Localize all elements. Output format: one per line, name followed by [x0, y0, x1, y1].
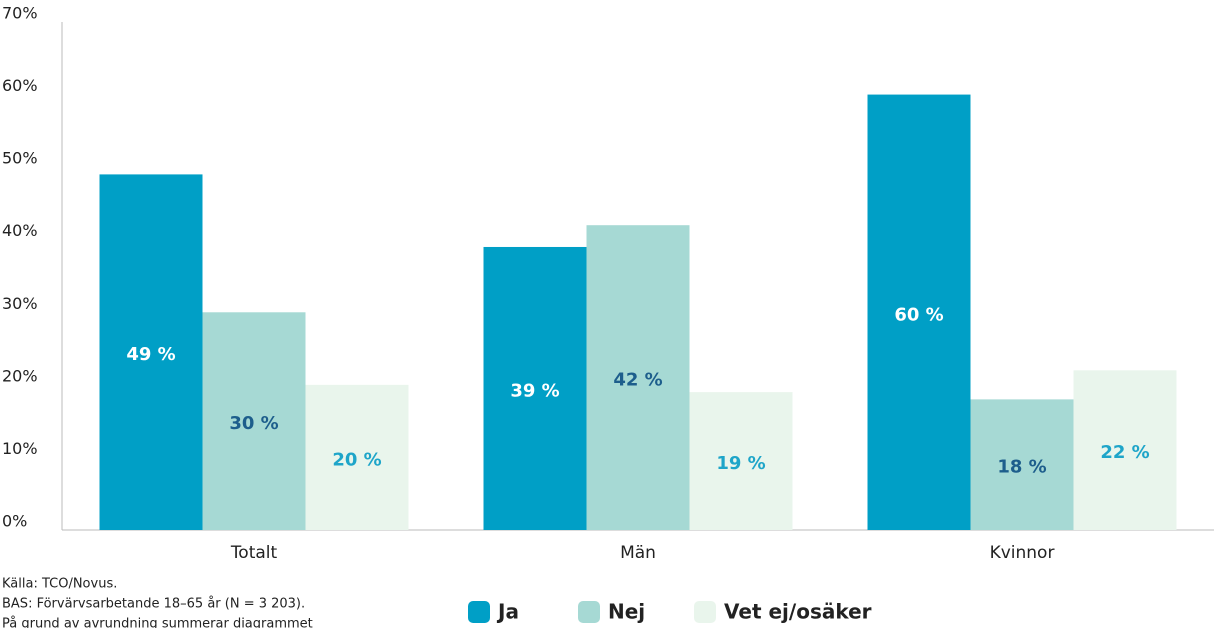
bar — [202, 312, 306, 530]
value-label: 39 % — [510, 380, 559, 401]
value-label: 20 % — [332, 449, 381, 470]
value-label: 30 % — [229, 413, 278, 434]
value-label: 60 % — [894, 304, 943, 325]
y-tick-label: 70% — [2, 4, 38, 23]
legend-label: Vet ej/osäker — [724, 600, 872, 624]
value-label: 42 % — [613, 370, 662, 391]
value-label: 22 % — [1100, 442, 1149, 463]
footnote: BAS: Förvärvsarbetande 18–65 år (N = 3 2… — [2, 597, 305, 612]
bar — [867, 94, 971, 531]
y-tick-label: 10% — [2, 439, 38, 458]
y-tick-label: 20% — [2, 366, 38, 385]
y-tick-label: 60% — [2, 76, 38, 95]
legend-label: Nej — [608, 600, 645, 624]
x-tick-label: Kvinnor — [990, 543, 1055, 563]
footnote: Källa: TCO/Novus. — [2, 577, 117, 592]
y-tick-label: 40% — [2, 221, 38, 240]
value-label: 18 % — [997, 457, 1046, 478]
bar — [305, 384, 409, 530]
y-tick-label: 30% — [2, 294, 38, 313]
bar — [586, 225, 690, 530]
bar — [970, 399, 1074, 530]
legend-swatch — [468, 601, 490, 623]
x-tick-label: Män — [620, 543, 656, 563]
bar — [483, 246, 587, 530]
value-label: 19 % — [716, 453, 765, 474]
bar — [689, 392, 793, 530]
legend-swatch — [578, 601, 600, 623]
value-label: 49 % — [126, 344, 175, 365]
bar — [1073, 370, 1177, 530]
y-tick-label: 50% — [2, 149, 38, 168]
bar — [99, 174, 203, 530]
x-tick-label: Totalt — [230, 543, 278, 563]
footnote: På grund av avrundning summerar diagramm… — [2, 617, 313, 628]
y-tick-label: 0% — [2, 512, 27, 531]
legend-swatch — [694, 601, 716, 623]
legend-label: Ja — [496, 600, 519, 624]
